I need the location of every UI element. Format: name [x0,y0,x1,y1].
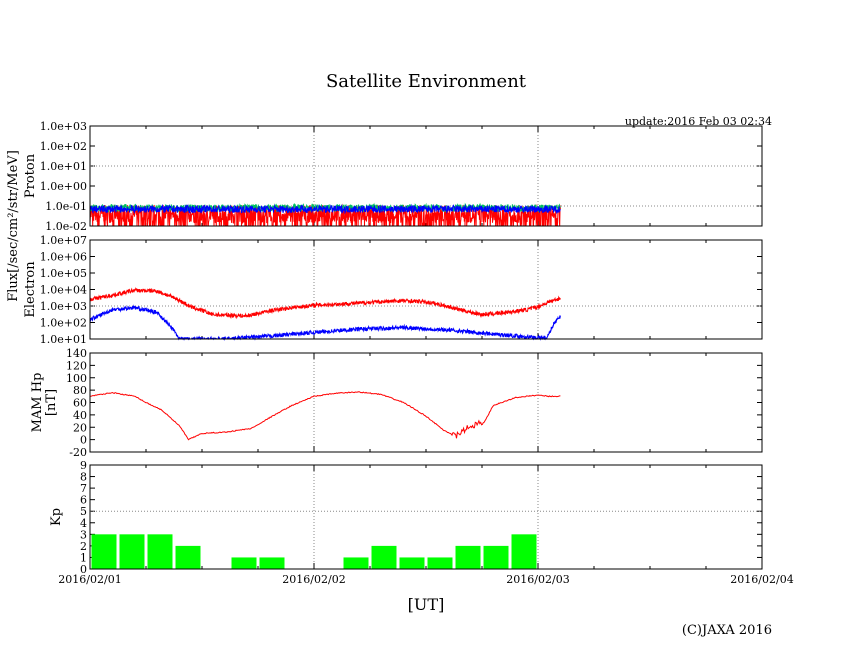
panel-ylabel: Kp [49,508,64,526]
panel-frame [89,464,763,570]
y-tick-label: 140 [66,347,87,360]
y-tick-label: 5 [80,505,87,518]
shared-flux-ylabel: Flux[/sec/cm²/str/MeV] [6,150,21,302]
y-tick-label: 1.0e+00 [40,180,87,193]
kp-bar [511,534,537,569]
y-tick-label: 60 [73,397,87,410]
update-timestamp: update:2016 Feb 03 02:34 [625,115,772,128]
y-tick-label: 8 [80,471,87,484]
panel-proton: 1.0e-02 1.0e-01 1.0e+00 1.0e+01 1.0e+02 1.0e+… [23,120,763,233]
y-tick-label: 120 [66,359,87,372]
panel-ylabel: Proton [23,153,38,198]
y-tick-label: 6 [80,494,87,507]
x-axis-title: [UT] [408,595,445,614]
kp-bar [91,534,117,569]
y-tick-label: 1.0e+02 [40,317,87,330]
y-tick-label: 1.0e+07 [40,234,87,247]
y-tick-label: 1.0e+03 [40,300,87,313]
y-tick-label: 0 [80,563,87,576]
y-tick-label: 1.0e+01 [40,333,87,346]
y-tick-label: 1.0e+03 [40,120,87,133]
kp-bar [427,557,453,569]
kp-bar [147,534,173,569]
panel-ylabel: MAM Hp[nT] [30,373,59,433]
x-tick-label: 2016/02/01 [58,573,121,586]
kp-bar [175,545,201,569]
series-line-red [89,286,561,320]
y-tick-label: 2 [80,540,87,553]
chart-title: Satellite Environment [326,71,527,92]
panel-ylabel: Electron [23,261,38,318]
copyright-notice: (C)JAXA 2016 [682,623,772,638]
y-tick-label: 7 [80,482,87,495]
kp-bar [371,545,397,569]
y-tick-label: 1.0e+01 [40,160,87,173]
y-tick-label: 1.0e+02 [40,140,87,153]
panel-frame [89,352,763,453]
y-tick-label: 1.0e+04 [40,284,87,297]
panels: 1.0e-021.0e-011.0e+001.0e+011.0e+021.0e+… [23,120,794,586]
y-tick-label: 0 [80,434,87,447]
y-tick-label: 1 [80,551,87,564]
panel-frame [89,125,763,227]
series-line-blue [89,304,561,341]
y-tick-label: 9 [80,459,87,472]
kp-bar [119,534,145,569]
y-tick-label: -20 [69,446,87,459]
kp-bar [343,557,369,569]
y-tick-label: 80 [73,384,87,397]
kp-bar [231,557,257,569]
x-tick-label: 2016/02/03 [506,573,569,586]
kp-bar [483,545,509,569]
kp-bar [259,557,285,569]
series-line-red [90,391,561,441]
y-tick-label: 1.0e-02 [45,220,87,233]
series-line-blue [89,203,561,215]
x-axis: 2016/02/01 2016/02/02 2016/02/03 2016/02/04 [58,573,793,586]
panel-electron: 1.0e+01 1.0e+02 1.0e+03 1.0e+04 1.0e+05 1.0e+… [23,234,763,346]
y-tick-label: 4 [80,517,87,530]
y-tick-label: 1.0e-01 [45,200,87,213]
x-tick-label: 2016/02/02 [282,573,345,586]
kp-bar [399,557,425,569]
y-tick-label: 1.0e+05 [40,267,87,280]
y-tick-label: 40 [73,409,87,422]
y-tick-label: 1.0e+06 [40,251,87,264]
y-tick-label: 20 [73,421,87,434]
x-tick-label: 2016/02/04 [730,573,793,586]
kp-bar [455,545,481,569]
y-tick-label: 3 [80,528,87,541]
panel-frame [89,239,763,340]
y-tick-label: 100 [66,372,87,385]
